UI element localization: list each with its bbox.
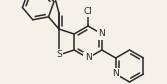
- Text: S: S: [56, 50, 62, 59]
- Text: Cl: Cl: [84, 6, 93, 16]
- Text: N: N: [99, 29, 105, 38]
- Text: N: N: [112, 69, 119, 79]
- Text: N: N: [85, 54, 91, 62]
